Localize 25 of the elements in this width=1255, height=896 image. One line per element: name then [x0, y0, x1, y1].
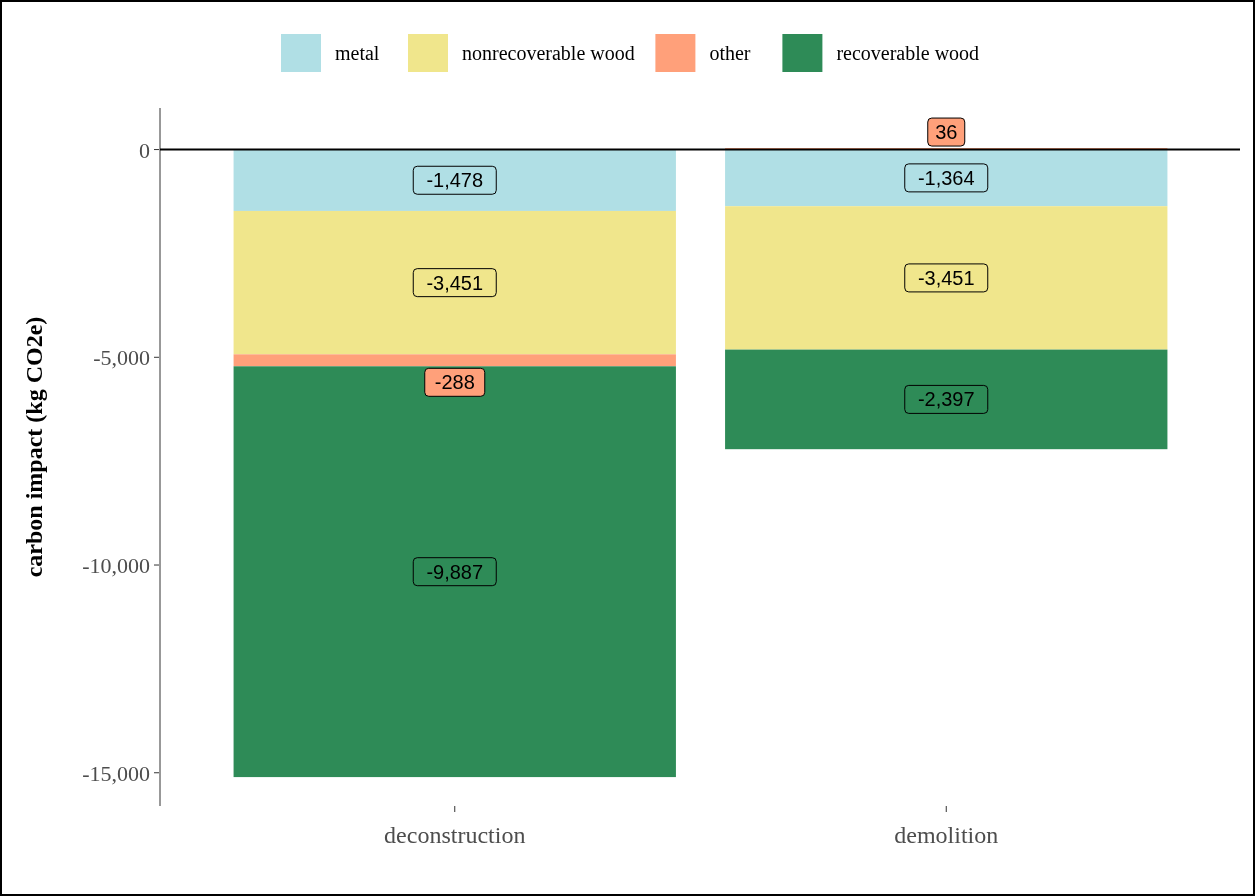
y-tick-label: -10,000: [82, 553, 150, 579]
y-tick-label: -15,000: [82, 760, 150, 786]
data-label: -3,451: [917, 266, 975, 289]
legend-label: other: [709, 42, 751, 64]
data-label: -1,364: [917, 166, 975, 189]
bar: [233, 210, 676, 355]
x-tick-label: deconstruction: [384, 822, 526, 848]
bar: [725, 349, 1168, 450]
y-tick-label: -5,000: [93, 345, 150, 371]
bar: [725, 149, 1168, 207]
data-label: -288: [434, 371, 475, 394]
data-label: -1,478: [426, 169, 484, 192]
bar: [233, 149, 676, 211]
x-tick-label: demolition: [894, 822, 999, 848]
y-axis-title: carbon impact (kg CO2e): [21, 316, 47, 578]
bar: [725, 206, 1168, 350]
y-tick-label: 0: [139, 137, 150, 163]
legend-label: recoverable wood: [836, 42, 980, 64]
data-label: 36: [935, 121, 958, 144]
data-label: -9,887: [426, 560, 484, 583]
legend-label: metal: [335, 42, 380, 64]
data-label: -2,397: [917, 388, 975, 411]
legend-label: nonrecoverable wood: [462, 42, 635, 64]
bar: [233, 366, 676, 778]
data-label: -3,451: [426, 271, 484, 294]
